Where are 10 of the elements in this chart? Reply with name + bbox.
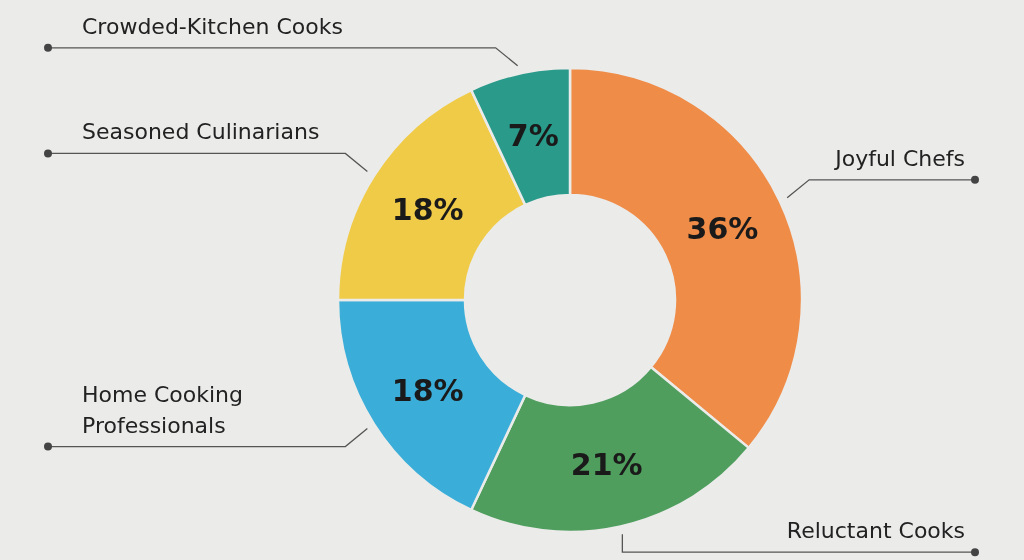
slice-label: Joyful Chefs xyxy=(833,145,965,171)
slice-label: Reluctant Cooks xyxy=(786,518,965,544)
data-label: 36% xyxy=(686,210,759,246)
data-label: 18% xyxy=(391,192,464,228)
slice-label: Home Cooking Professionals xyxy=(82,381,244,438)
slice-label: Crowded-Kitchen Cooks xyxy=(82,13,343,39)
slice-label: Seasoned Culinarians xyxy=(82,119,320,145)
data-label: 18% xyxy=(391,372,464,408)
data-label: 7% xyxy=(507,118,559,154)
data-label: 21% xyxy=(570,446,643,482)
